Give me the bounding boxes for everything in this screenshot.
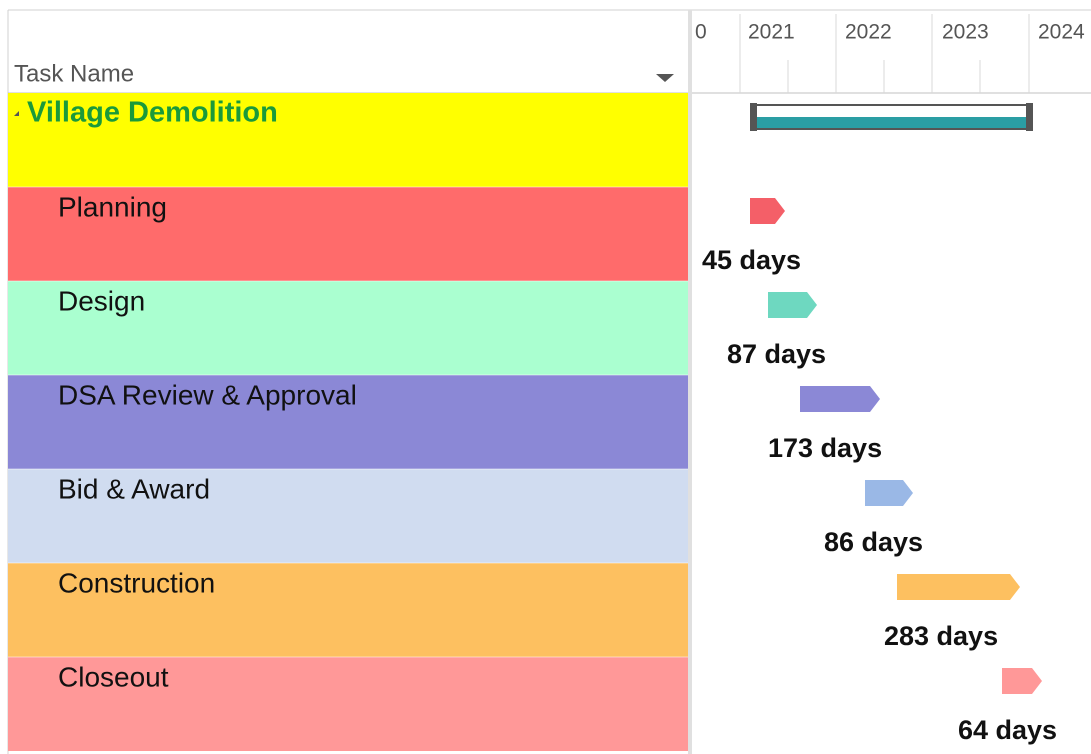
task-bar[interactable] [865,480,913,506]
summary-cap [750,103,757,131]
task-row[interactable] [8,281,688,375]
summary-bar [754,117,1029,128]
task-bar[interactable] [768,292,817,318]
summary-row[interactable] [8,93,688,187]
duration-label: 283 days [884,621,998,651]
collapse-icon[interactable] [14,111,19,116]
timescale-label: 2022 [845,21,892,44]
filter-arrow[interactable] [656,74,674,82]
splitter[interactable] [688,10,692,754]
duration-label: 45 days [702,245,801,275]
task-name: DSA Review & Approval [58,379,357,410]
task-bar[interactable] [800,386,880,412]
timescale-label: 2021 [748,21,795,44]
duration-label: 64 days [958,715,1057,745]
task-name: Bid & Award [58,473,210,504]
task-name: Closeout [58,661,169,692]
task-row[interactable] [8,563,688,657]
task-row[interactable] [8,187,688,281]
timescale-label: 2024 [1038,21,1085,44]
duration-label: 87 days [727,339,826,369]
task-bar[interactable] [897,574,1020,600]
task-bar[interactable] [1002,668,1042,694]
column-header[interactable]: Task Name [14,60,134,87]
duration-label: 86 days [824,527,923,557]
summary-name: Village Demolition [27,97,278,129]
task-row[interactable] [8,657,688,751]
task-name: Construction [58,567,215,598]
timescale-label: 2023 [942,21,989,44]
task-name: Planning [58,191,167,222]
duration-label: 173 days [768,433,882,463]
task-row[interactable] [8,375,688,469]
task-name: Design [58,285,145,316]
task-bar[interactable] [750,198,785,224]
summary-cap [1026,103,1033,131]
timescale-label: 0 [695,21,707,44]
task-row[interactable] [8,469,688,563]
